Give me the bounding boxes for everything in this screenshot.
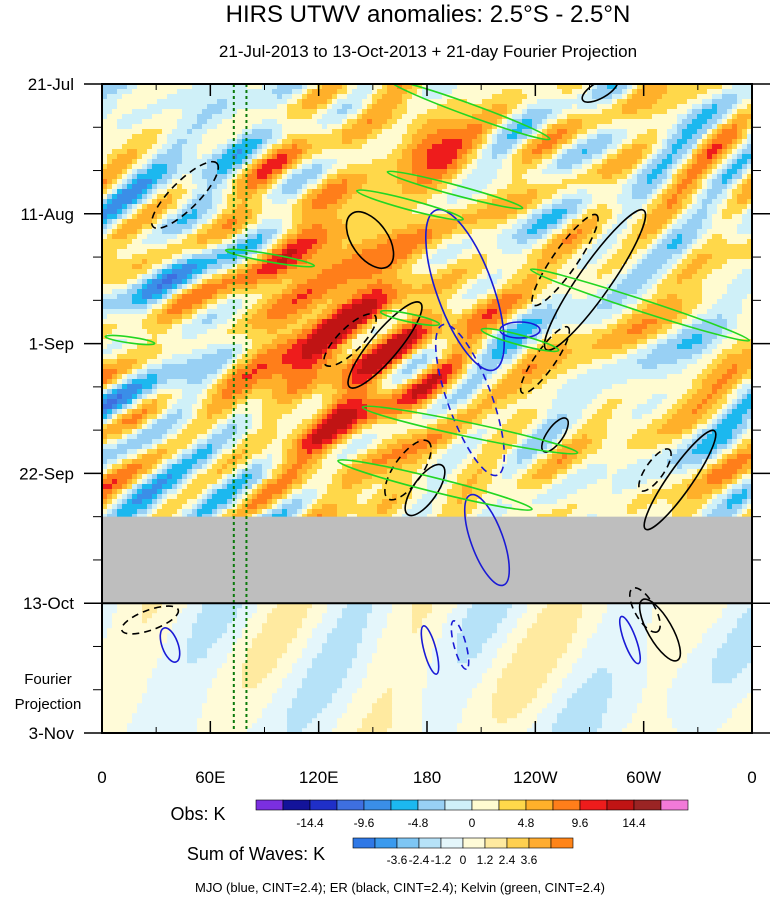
er-contour: [150, 160, 220, 230]
obs-legend-swatch: [525, 799, 554, 811]
mjo-contour: [450, 620, 470, 670]
chart-title: HIRS UTWV anomalies: 2.5°S - 2.5°N: [226, 1, 631, 28]
mjo-contour: [463, 493, 511, 587]
obs-legend-swatch: [633, 799, 662, 811]
er-contour: [638, 598, 682, 662]
missing-data-band: [102, 516, 752, 604]
obs-legend-swatch: [336, 799, 365, 811]
y-tick-label: 1-Sep: [29, 335, 74, 354]
obs-legend-tick: -4.8: [408, 816, 429, 830]
y-tick-label: 3-Nov: [29, 724, 75, 743]
waves-legend-swatch: [396, 837, 420, 849]
er-contour: [323, 313, 377, 367]
obs-legend-tick: -9.6: [354, 816, 375, 830]
mjo-contour: [159, 627, 181, 663]
x-tick-label: 120E: [299, 768, 339, 787]
y-tick-label: 13-Oct: [23, 594, 74, 613]
er-contour: [643, 429, 717, 531]
kelvin-contour: [356, 189, 464, 221]
obs-legend-swatch: [552, 799, 581, 811]
obs-legend-swatch: [390, 799, 419, 811]
waves-legend-tick: -3.6: [387, 853, 408, 867]
kelvin-contour: [389, 84, 551, 141]
kelvin-contour: [529, 268, 751, 342]
obs-legend-label: Obs: K: [170, 804, 225, 824]
kelvin-contour: [224, 248, 316, 268]
y-tick-label: 22-Sep: [19, 464, 74, 483]
projection-label-line1: Fourier: [24, 671, 72, 688]
er-contour: [345, 211, 395, 269]
chart-subtitle: 21-Jul-2013 to 13-Oct-2013 + 21-day Four…: [219, 42, 637, 61]
er-contour: [519, 325, 571, 395]
projection-label-line2: Projection: [15, 696, 82, 713]
waves-legend-tick: -1.2: [431, 853, 452, 867]
waves-legend-tick: 0: [460, 853, 467, 867]
obs-legend-swatch: [363, 799, 392, 811]
waves-legend-tick: -2.4: [409, 853, 430, 867]
x-tick-label: 60E: [195, 768, 225, 787]
er-contour: [628, 586, 662, 634]
x-tick-label: 60W: [626, 768, 661, 787]
obs-legend-swatch: [579, 799, 608, 811]
y-tick-label: 11-Aug: [20, 205, 74, 224]
waves-legend-label: Sum of Waves: K: [187, 844, 325, 864]
waves-legend-swatch: [440, 837, 464, 849]
mjo-contour: [420, 625, 440, 675]
obs-legend-swatch: [444, 799, 473, 811]
waves-legend-tick: 2.4: [499, 853, 516, 867]
waves-legend-swatch: [352, 837, 376, 849]
er-contour: [581, 84, 619, 103]
waves-legend-swatch: [374, 837, 398, 849]
obs-legend-swatch: [255, 799, 284, 811]
y-axis: 21-Jul 11-Aug 1-Sep 22-Sep 13-Oct 3-Nov: [19, 75, 770, 743]
x-axis: 0 60E 120E 180 120W 60W 0: [97, 84, 757, 787]
obs-legend-swatch: [282, 799, 311, 811]
waves-legend-tick: 3.6: [521, 853, 538, 867]
waves-legend: -3.6 -2.4 -1.2 0 1.2 2.4 3.6: [352, 837, 574, 867]
kelvin-contour: [386, 170, 524, 210]
er-contour: [120, 605, 180, 635]
waves-legend-swatch: [484, 837, 508, 849]
kelvin-contour: [480, 327, 560, 353]
wave-contours: [104, 84, 751, 733]
x-tick-label: 180: [413, 768, 441, 787]
anomaly-field: [102, 84, 752, 733]
x-tick-label: 0: [97, 768, 106, 787]
er-contour: [347, 301, 423, 389]
waves-legend-swatch: [550, 837, 574, 849]
x-tick-label: 0: [747, 768, 756, 787]
kelvin-contour: [379, 309, 441, 327]
waves-legend-swatch: [528, 837, 552, 849]
chart-caption: MJO (blue, CINT=2.4); ER (black, CINT=2.…: [195, 880, 605, 895]
waves-legend-tick: 1.2: [477, 853, 494, 867]
er-contour: [531, 213, 599, 307]
mjo-contour: [424, 208, 506, 372]
y-tick-label: 21-Jul: [28, 75, 74, 94]
mjo-contour: [618, 615, 642, 665]
obs-legend-swatch: [309, 799, 338, 811]
kelvin-contour: [361, 405, 579, 455]
obs-legend-swatch: [471, 799, 500, 811]
obs-legend-tick: -14.4: [296, 816, 324, 830]
obs-legend-tick: 4.8: [518, 816, 535, 830]
obs-legend-tick: 9.6: [572, 816, 589, 830]
obs-legend-swatch: [498, 799, 527, 811]
waves-legend-swatch: [418, 837, 442, 849]
er-contour: [638, 448, 672, 492]
obs-legend: -14.4 -9.6 -4.8 0 4.8 9.6 14.4: [255, 799, 689, 830]
obs-legend-swatch: [660, 799, 689, 811]
obs-legend-swatch: [417, 799, 446, 811]
kelvin-contour: [104, 334, 156, 346]
x-tick-label: 120W: [513, 768, 557, 787]
obs-legend-swatch: [606, 799, 635, 811]
waves-legend-swatch: [506, 837, 530, 849]
mjo-contour: [434, 323, 506, 477]
kelvin-contour: [337, 459, 533, 511]
obs-legend-tick: 14.4: [622, 816, 646, 830]
waves-legend-swatch: [462, 837, 486, 849]
er-contour: [404, 463, 446, 517]
obs-legend-tick: 0: [469, 816, 476, 830]
